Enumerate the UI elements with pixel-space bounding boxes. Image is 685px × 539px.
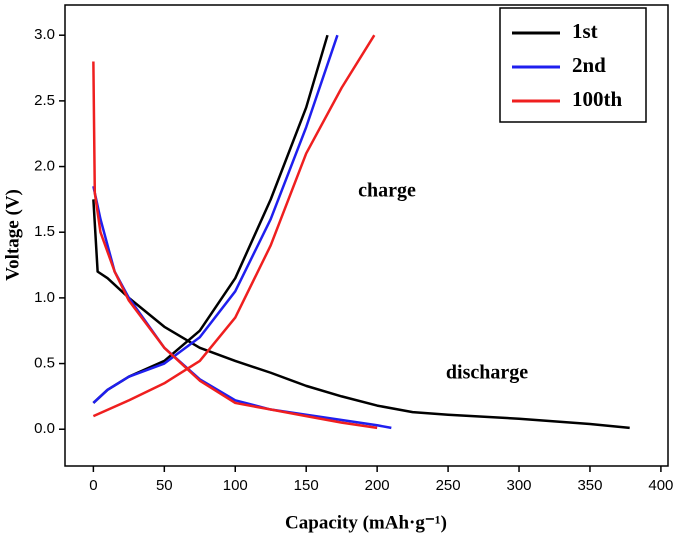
annotation: discharge bbox=[446, 362, 528, 384]
x-axis-label: Capacity (mAh·g⁻¹) bbox=[285, 512, 447, 533]
plot-frame bbox=[64, 4, 669, 467]
x-tick-label: 150 bbox=[294, 477, 319, 494]
x-tick-label: 100 bbox=[223, 477, 248, 494]
charge-curve bbox=[92, 34, 376, 418]
legend-label: 100th bbox=[572, 87, 622, 111]
y-tick-label: 0.0 bbox=[34, 420, 55, 437]
discharge-curve bbox=[92, 199, 630, 430]
x-tick-label: 250 bbox=[436, 477, 461, 494]
x-tick-label: 300 bbox=[507, 477, 532, 494]
legend-label: 2nd bbox=[572, 53, 606, 77]
x-tick-label: 50 bbox=[156, 477, 173, 494]
x-tick-label: 0 bbox=[89, 477, 97, 494]
y-tick-label: 1.0 bbox=[34, 289, 55, 306]
y-tick-label: 2.5 bbox=[34, 92, 55, 109]
legend-label: 1st bbox=[572, 19, 598, 43]
annotation: charge bbox=[358, 180, 416, 202]
discharge-curve bbox=[92, 61, 378, 430]
x-tick-label: 200 bbox=[365, 477, 390, 494]
x-tick-label: 350 bbox=[577, 477, 602, 494]
y-tick-label: 0.5 bbox=[34, 355, 55, 372]
discharge-curve bbox=[92, 185, 392, 430]
y-tick-label: 3.0 bbox=[34, 26, 55, 43]
y-tick-label: 2.0 bbox=[34, 158, 55, 175]
x-tick-label: 400 bbox=[648, 477, 673, 494]
charge-curve bbox=[92, 34, 339, 404]
y-axis-label: Voltage (V) bbox=[2, 189, 23, 281]
legend-box bbox=[499, 7, 647, 123]
y-tick-label: 1.5 bbox=[34, 223, 55, 240]
